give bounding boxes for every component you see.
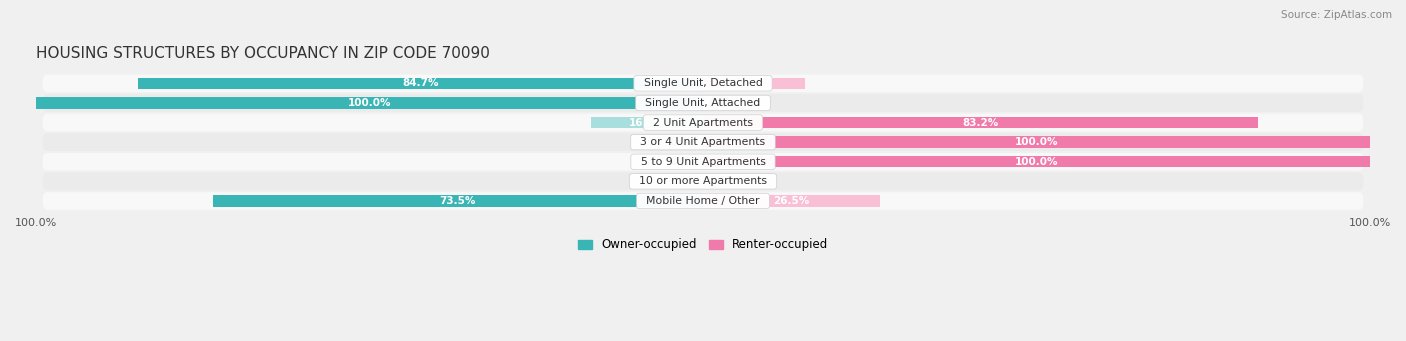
Text: 3 or 4 Unit Apartments: 3 or 4 Unit Apartments [634, 137, 772, 147]
Bar [138, 78, 703, 89]
Text: 73.5%: 73.5% [440, 196, 477, 206]
FancyBboxPatch shape [42, 75, 1364, 92]
Text: 100.0%: 100.0% [1015, 157, 1059, 167]
FancyBboxPatch shape [42, 133, 1364, 151]
Legend: Owner-occupied, Renter-occupied: Owner-occupied, Renter-occupied [572, 234, 834, 256]
FancyBboxPatch shape [42, 173, 1364, 190]
Bar [703, 136, 1369, 148]
Text: Single Unit, Attached: Single Unit, Attached [638, 98, 768, 108]
Bar [212, 195, 703, 207]
Text: 5 to 9 Unit Apartments: 5 to 9 Unit Apartments [634, 157, 772, 167]
Text: 100.0%: 100.0% [347, 98, 391, 108]
Text: 10 or more Apartments: 10 or more Apartments [633, 176, 773, 187]
Text: 100.0%: 100.0% [1015, 137, 1059, 147]
Text: 83.2%: 83.2% [962, 118, 998, 128]
Text: 0.0%: 0.0% [710, 176, 735, 187]
Text: 0.0%: 0.0% [710, 98, 735, 108]
FancyBboxPatch shape [42, 153, 1364, 170]
Bar [703, 156, 1369, 167]
FancyBboxPatch shape [42, 192, 1364, 210]
Bar [37, 97, 703, 109]
Text: 84.7%: 84.7% [402, 78, 439, 88]
Text: Source: ZipAtlas.com: Source: ZipAtlas.com [1281, 10, 1392, 20]
Bar [703, 78, 806, 89]
Text: 2 Unit Apartments: 2 Unit Apartments [645, 118, 761, 128]
Text: Mobile Home / Other: Mobile Home / Other [640, 196, 766, 206]
Bar [703, 117, 1258, 128]
Bar [591, 117, 703, 128]
Text: 15.3%: 15.3% [735, 78, 772, 88]
Text: Single Unit, Detached: Single Unit, Detached [637, 78, 769, 88]
Text: HOUSING STRUCTURES BY OCCUPANCY IN ZIP CODE 70090: HOUSING STRUCTURES BY OCCUPANCY IN ZIP C… [37, 46, 491, 61]
Text: 0.0%: 0.0% [671, 176, 696, 187]
Text: 0.0%: 0.0% [671, 157, 696, 167]
Bar [703, 195, 880, 207]
Text: 26.5%: 26.5% [773, 196, 810, 206]
FancyBboxPatch shape [42, 114, 1364, 131]
FancyBboxPatch shape [42, 94, 1364, 112]
Text: 16.8%: 16.8% [628, 118, 665, 128]
Text: 0.0%: 0.0% [671, 137, 696, 147]
